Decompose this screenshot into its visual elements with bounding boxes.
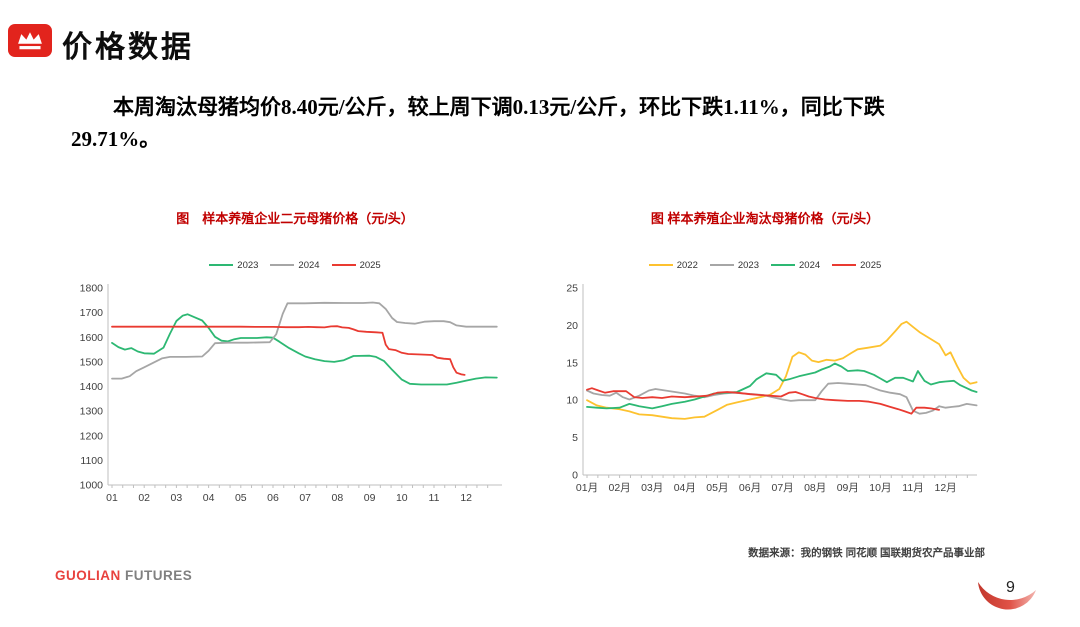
x-tick-label: 12月 bbox=[935, 482, 957, 494]
logo-guolian: GUOLIAN bbox=[55, 568, 121, 583]
page-number: 9 bbox=[1006, 579, 1015, 596]
y-tick-label: 10 bbox=[566, 395, 578, 407]
y-tick-label: 1200 bbox=[80, 430, 104, 442]
legend-item-2025: 2025 bbox=[832, 260, 881, 271]
right-chart-canvas: 0 5 10 15 20 25 01月 02月 03月 04月 05月 06月 07月 08月 09月 10月… bbox=[566, 283, 978, 494]
x-tick-label: 05 bbox=[235, 492, 247, 504]
summary-paragraph: 本周淘汰母猪均价8.40元/公斤，较上周下调0.13元/公斤，环比下跌1.11%… bbox=[71, 95, 885, 151]
left-chart-title: 图 样本养殖企业二元母猪价格（元/头） bbox=[176, 211, 414, 226]
series-line-2023 bbox=[586, 382, 978, 415]
x-tick-label: 08月 bbox=[804, 482, 826, 494]
x-tick-label: 08 bbox=[332, 492, 344, 504]
legend-swatch bbox=[209, 264, 234, 266]
y-tick-label: 1300 bbox=[80, 406, 104, 418]
x-tick-label: 01 bbox=[106, 492, 118, 504]
y-tick-label: 1800 bbox=[80, 283, 104, 295]
x-tick-label: 06 bbox=[267, 492, 279, 504]
legend-swatch bbox=[648, 264, 673, 266]
header-icon bbox=[8, 24, 52, 57]
x-tick-label: 09月 bbox=[837, 482, 859, 494]
y-tick-label: 20 bbox=[566, 320, 578, 332]
y-tick-label: 1500 bbox=[80, 356, 104, 368]
legend-swatch bbox=[832, 264, 857, 266]
x-tick-label: 04月 bbox=[674, 482, 696, 494]
y-tick-label: 1400 bbox=[80, 381, 104, 393]
y-tick-label: 1000 bbox=[80, 480, 104, 492]
logo-futures: FUTURES bbox=[125, 568, 193, 583]
x-tick-label: 07月 bbox=[772, 482, 794, 494]
legend-swatch bbox=[331, 264, 356, 266]
series-line-2024 bbox=[111, 301, 498, 380]
y-tick-label: 1100 bbox=[80, 455, 103, 467]
legend-item-2023: 2023 bbox=[709, 260, 759, 271]
y-tick-label: 5 bbox=[572, 432, 578, 444]
crown-icon bbox=[18, 31, 42, 49]
legend-item-2023: 2023 bbox=[209, 260, 258, 271]
y-tick-label: 25 bbox=[566, 283, 578, 295]
x-tick-label: 06月 bbox=[739, 482, 761, 494]
y-tick-label: 1700 bbox=[80, 307, 104, 319]
x-tick-label: 10 bbox=[396, 492, 408, 504]
x-tick-label: 11 bbox=[429, 492, 440, 504]
x-tick-label: 04 bbox=[203, 492, 215, 504]
y-tick-label: 15 bbox=[566, 357, 578, 369]
source-note: 数据来源：我的钢铁 同花顺 国联期货农产品事业部 bbox=[748, 547, 985, 559]
x-tick-label: 03月 bbox=[641, 482, 663, 494]
x-tick-label: 01月 bbox=[576, 482, 598, 494]
x-tick-label: 09 bbox=[364, 492, 376, 504]
right-chart-title: 图 样本养殖企业淘汰母猪价格（元/头） bbox=[650, 211, 880, 226]
series-line-2023 bbox=[111, 313, 498, 386]
left-chart-legend: 2023 2024 2025 bbox=[70, 260, 520, 271]
series-line-2022 bbox=[586, 320, 978, 420]
x-tick-label: 02 bbox=[138, 492, 150, 504]
legend-swatch bbox=[709, 264, 734, 266]
chart-block-binary-sow: 图 样本养殖企业二元母猪价格（元/头） 2023 2024 2025 1000 110… bbox=[70, 208, 520, 521]
footer-logo: GUOLIAN FUTURES bbox=[55, 568, 192, 583]
legend-item-2022: 2022 bbox=[648, 260, 698, 271]
x-tick-label: 02月 bbox=[609, 482, 631, 494]
x-tick-label: 11月 bbox=[902, 482, 923, 494]
x-tick-label: 07 bbox=[299, 492, 311, 504]
legend-item-2024: 2024 bbox=[270, 260, 320, 271]
series-line-2025 bbox=[586, 387, 941, 415]
y-tick-label: 1600 bbox=[80, 332, 104, 344]
x-tick-label: 05月 bbox=[706, 482, 728, 494]
y-tick-label: 0 bbox=[572, 470, 578, 482]
x-tick-label: 12 bbox=[460, 492, 472, 504]
page-title: 价格数据 bbox=[62, 31, 194, 64]
left-chart-canvas: 1000 1100 1200 1300 1400 1500 1600 1700 1800 01 02… bbox=[80, 283, 502, 504]
legend-item-2024: 2024 bbox=[771, 260, 820, 271]
legend-item-2025: 2025 bbox=[331, 260, 381, 271]
series-line-2024 bbox=[586, 362, 978, 410]
legend-swatch bbox=[771, 264, 795, 266]
x-tick-label: 10月 bbox=[869, 482, 891, 494]
series-line-2025 bbox=[111, 325, 466, 376]
legend-swatch bbox=[270, 264, 295, 266]
page-swoosh-icon bbox=[978, 582, 1036, 610]
right-chart-legend: 2022 2023 2024 2025 bbox=[545, 260, 985, 271]
x-tick-label: 03 bbox=[171, 492, 183, 504]
